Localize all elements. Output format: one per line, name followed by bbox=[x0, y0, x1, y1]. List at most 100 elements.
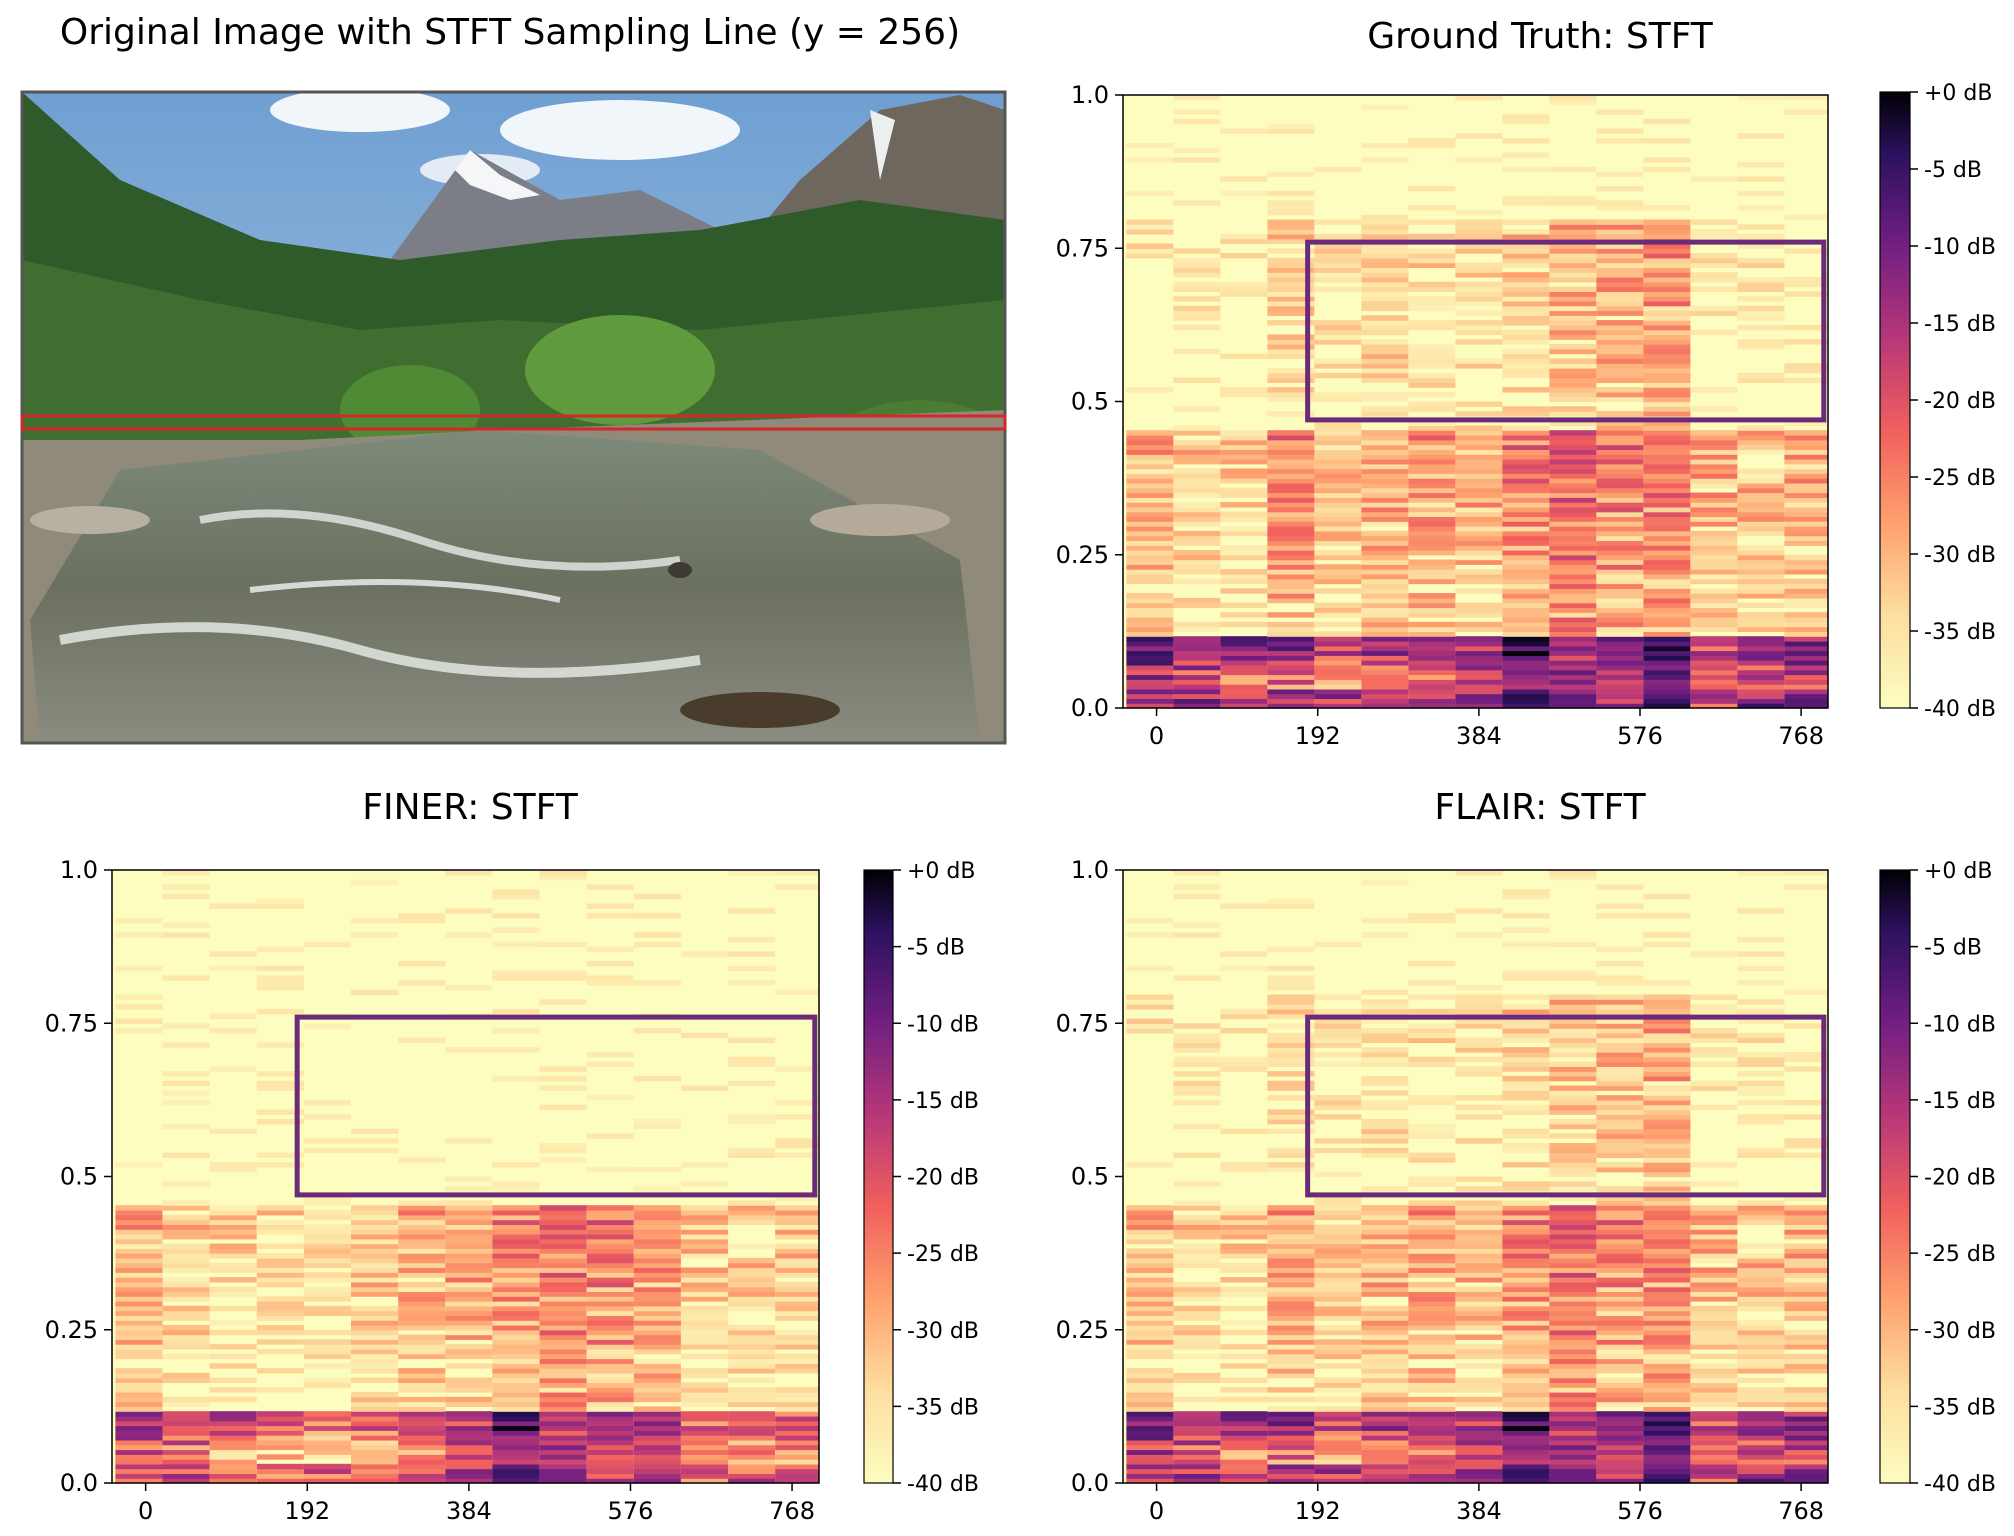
flair-cell bbox=[1267, 1301, 1315, 1307]
gt-cell bbox=[1596, 391, 1644, 398]
flair-cell bbox=[1643, 913, 1691, 919]
finer-cell bbox=[633, 1411, 681, 1417]
flair-cell bbox=[1126, 1234, 1174, 1240]
finer-cell bbox=[586, 1214, 634, 1221]
finer-cell bbox=[351, 1320, 399, 1326]
gt-cell bbox=[1784, 535, 1828, 541]
flair-cell bbox=[1173, 1449, 1221, 1455]
finer-cell bbox=[351, 1128, 399, 1134]
gt-cell bbox=[1314, 219, 1362, 225]
flair-cell bbox=[1502, 1052, 1550, 1058]
finer-cell bbox=[445, 1411, 493, 1417]
finer-cell bbox=[162, 893, 210, 900]
finer-cell bbox=[115, 1396, 163, 1403]
finer-cell bbox=[162, 1248, 210, 1254]
finer-cell bbox=[681, 1382, 729, 1388]
flair-cell bbox=[1502, 1406, 1550, 1412]
flair-cell bbox=[1220, 1277, 1268, 1283]
flair-cell bbox=[1784, 1224, 1828, 1230]
gt-cell bbox=[1361, 219, 1409, 225]
gt-cell bbox=[1737, 578, 1785, 585]
flair-cell bbox=[1455, 1210, 1503, 1216]
gt-cell bbox=[1737, 526, 1785, 532]
flair-cell bbox=[1408, 1262, 1456, 1269]
flair-cell bbox=[1596, 1248, 1644, 1254]
finer-cell bbox=[775, 1411, 819, 1417]
gt-cell bbox=[1173, 257, 1221, 264]
finer-cell bbox=[586, 1387, 634, 1393]
flair-cell bbox=[1502, 1200, 1550, 1206]
flair-cell bbox=[1502, 1243, 1550, 1249]
flair-cell bbox=[1784, 1473, 1828, 1479]
gt-cell bbox=[1267, 219, 1315, 225]
finer-cell bbox=[398, 1229, 446, 1235]
flair-cell bbox=[1690, 1008, 1738, 1015]
flair-cell bbox=[1408, 1291, 1456, 1297]
flair-cell bbox=[1220, 1013, 1268, 1020]
finer-cell bbox=[492, 1396, 540, 1403]
gt-cell bbox=[1173, 511, 1221, 517]
gt-cell bbox=[1596, 492, 1644, 498]
flair-cell bbox=[1267, 1119, 1315, 1125]
gt-cell bbox=[1502, 353, 1550, 359]
flair-cell bbox=[1361, 1358, 1409, 1364]
gt-cell bbox=[1596, 334, 1644, 340]
flair-cell bbox=[1784, 1368, 1828, 1374]
gt-cell bbox=[1549, 497, 1597, 503]
gt-cell bbox=[1643, 564, 1691, 570]
flair-cell bbox=[1361, 1123, 1409, 1130]
gt-cell bbox=[1643, 243, 1691, 249]
flair-cell bbox=[1314, 1411, 1362, 1417]
finer-cell bbox=[209, 1435, 257, 1441]
gt-cell bbox=[1502, 550, 1550, 556]
finer-cell bbox=[115, 1243, 163, 1249]
finer-cell bbox=[681, 1329, 729, 1336]
finer-ytick-label: 1.0 bbox=[60, 856, 98, 884]
gt-cell bbox=[1267, 597, 1315, 604]
flair-cell bbox=[1314, 1348, 1362, 1355]
gt-cell bbox=[1549, 516, 1597, 522]
flair-cell bbox=[1267, 1320, 1315, 1326]
finer-cell bbox=[492, 1234, 540, 1240]
finer-cell bbox=[539, 1310, 587, 1316]
flair-xtick-label: 384 bbox=[1456, 1497, 1502, 1525]
finer-cell bbox=[539, 1234, 587, 1240]
gt-cell bbox=[1220, 176, 1268, 182]
flair-cell bbox=[1267, 1061, 1315, 1067]
gt-cell bbox=[1737, 521, 1785, 527]
finer-cell bbox=[633, 1119, 681, 1125]
flair-cell bbox=[1596, 1243, 1644, 1249]
flair-cell bbox=[1737, 1080, 1785, 1087]
gt-cell bbox=[1690, 554, 1738, 561]
flair-cell bbox=[1784, 1248, 1828, 1254]
gt-cell bbox=[1549, 502, 1597, 508]
gt-cell bbox=[1502, 679, 1550, 685]
gt-cell bbox=[1314, 233, 1362, 240]
finer-cell bbox=[728, 1219, 776, 1225]
gt-cell bbox=[1267, 626, 1315, 632]
flair-cell bbox=[1173, 1061, 1221, 1067]
finer-cell bbox=[539, 1334, 587, 1340]
flair-cell bbox=[1643, 1147, 1691, 1154]
flair-cell bbox=[1314, 1243, 1362, 1249]
flair-cell bbox=[1455, 1224, 1503, 1230]
gt-cell bbox=[1455, 324, 1503, 331]
flair-cell bbox=[1408, 1353, 1456, 1360]
gt-cell bbox=[1408, 564, 1456, 570]
gt-cell bbox=[1737, 698, 1785, 704]
gt-cell bbox=[1173, 482, 1221, 489]
finer-cell bbox=[586, 1248, 634, 1254]
finer-cell bbox=[256, 1473, 304, 1479]
gt-cell bbox=[1408, 545, 1456, 551]
flair-cell bbox=[1408, 1468, 1456, 1474]
flair-cell bbox=[1314, 1449, 1362, 1455]
finer-cell bbox=[115, 1162, 163, 1168]
gt-cell bbox=[1314, 526, 1362, 532]
flair-cell bbox=[1596, 913, 1644, 919]
gt-cell bbox=[1549, 487, 1597, 494]
gt-cell bbox=[1455, 229, 1503, 235]
finer-cell bbox=[539, 1219, 587, 1225]
flair-cell bbox=[1737, 1344, 1785, 1350]
gt-cell bbox=[1267, 372, 1315, 379]
flair-cell bbox=[1126, 1348, 1174, 1355]
